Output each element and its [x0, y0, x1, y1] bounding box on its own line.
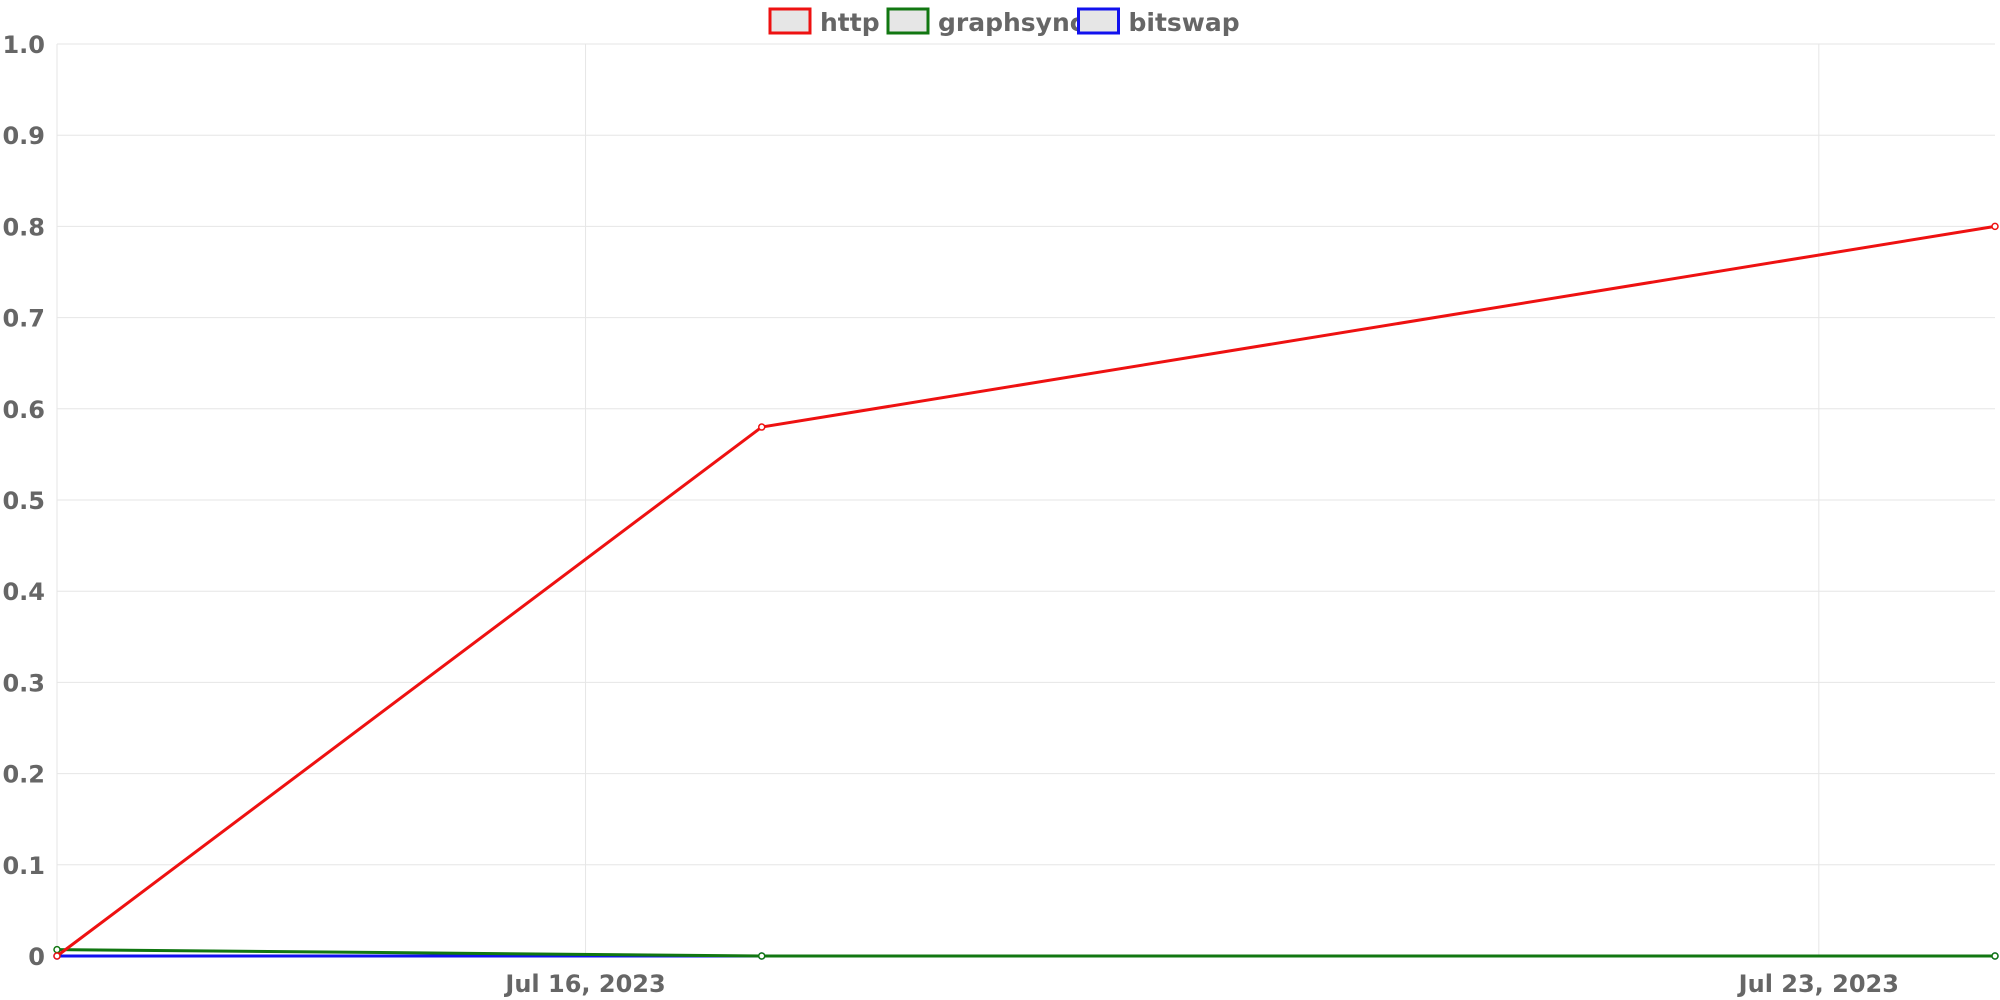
- y-tick-label: 0.2: [2, 761, 45, 789]
- y-tick-label: 0: [28, 943, 45, 971]
- grid: [57, 43, 1995, 957]
- data-point: [757, 952, 766, 960]
- data-point: [53, 952, 61, 960]
- y-tick-label: 0.1: [2, 852, 45, 880]
- series-http: [53, 222, 1999, 960]
- data-point: [1991, 952, 1999, 960]
- series-layer: [53, 222, 1999, 960]
- data-point: [1991, 222, 1999, 231]
- x-tick-label: Jul 23, 2023: [1737, 970, 1899, 998]
- legend-swatch: [768, 7, 812, 35]
- legend-swatch: [886, 7, 930, 35]
- legend-label: bitswap: [1129, 8, 1240, 37]
- series-graphsync: [53, 945, 1999, 960]
- y-tick-label: 1.0: [2, 31, 45, 59]
- legend-swatch: [1077, 7, 1120, 35]
- x-tick-label: Jul 16, 2023: [503, 970, 665, 998]
- axes: 0 0.1 0.2 0.3 0.4 0.5 0.6 0.7 0.8 0.9 1.0 Jul 16, 2…: [2, 31, 1898, 998]
- data-point: [757, 423, 766, 431]
- y-tick-label: 0.9: [2, 122, 45, 150]
- legend-item-http: http: [768, 7, 880, 37]
- legend-item-bitswap: bitswap: [1077, 7, 1240, 37]
- data-point: [53, 945, 61, 954]
- legend: http graphsync bitswap: [768, 7, 1240, 37]
- y-tick-label: 0.6: [2, 396, 45, 424]
- y-tick-label: 0.3: [2, 669, 45, 697]
- y-tick-label: 0.7: [2, 305, 45, 333]
- y-tick-label: 0.5: [2, 487, 45, 515]
- legend-label: http: [820, 8, 880, 37]
- legend-label: graphsync: [938, 8, 1085, 37]
- y-tick-label: 0.4: [2, 578, 45, 606]
- legend-item-graphsync: graphsync: [886, 7, 1085, 37]
- y-tick-label: 0.8: [2, 213, 45, 241]
